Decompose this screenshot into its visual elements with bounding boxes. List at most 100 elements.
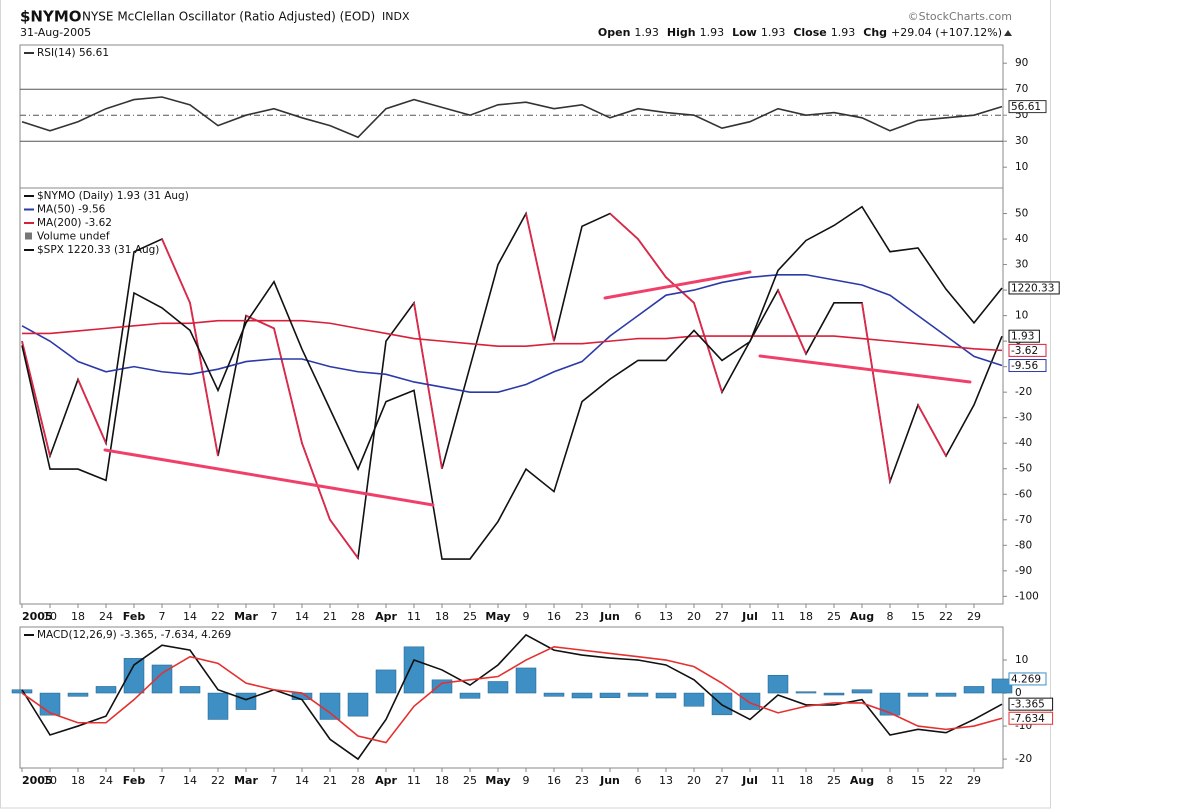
histogram-bar — [991, 678, 1013, 694]
card-border — [0, 0, 1051, 809]
histogram-bar — [599, 692, 621, 698]
x-tick-label: 7 — [159, 610, 166, 623]
series-line — [21, 96, 1003, 139]
y-tick-label: 10 — [1015, 654, 1028, 666]
histogram-bar — [655, 692, 677, 699]
x-tick-label: 10 — [43, 774, 57, 787]
description: NYSE McClellan Oscillator (Ratio Adjuste… — [82, 10, 375, 24]
x-tick-label: 27 — [715, 774, 729, 787]
legend-text: $SPX 1220.33 (31 Aug) — [37, 244, 159, 256]
value-tag: 56.61 — [1011, 101, 1041, 113]
quote-label: Close — [793, 26, 826, 39]
x-tick-label: 22 — [211, 610, 225, 623]
value-tag-box — [1008, 100, 1047, 114]
value-tag-box — [1008, 711, 1054, 725]
histogram-bar — [39, 692, 61, 716]
x-tick-label: 21 — [323, 774, 337, 787]
quote-label: Open — [598, 26, 631, 39]
down-segment — [77, 379, 107, 444]
x-tick-label: 22 — [939, 774, 953, 787]
histogram-bar — [739, 692, 761, 710]
y-tick-label: 50 — [1015, 208, 1028, 220]
x-tick-label: 25 — [827, 774, 841, 787]
x-tick-label: May — [485, 774, 510, 787]
quote-value: 1.93 — [761, 26, 786, 39]
value-tag: -3.62 — [1011, 345, 1038, 357]
histogram-bar — [627, 692, 649, 697]
legend-swatch — [25, 232, 32, 240]
x-tick-label: 13 — [659, 774, 673, 787]
histogram-bar — [319, 692, 341, 720]
x-tick-label: 20 — [687, 774, 701, 787]
quote-label: High — [667, 26, 696, 39]
x-tick-label: 21 — [323, 610, 337, 623]
histogram-bar — [95, 686, 117, 694]
x-tick-label: 14 — [295, 610, 309, 623]
y-tick-label: -90 — [1015, 565, 1032, 577]
x-tick-label: Jul — [741, 774, 758, 787]
panel-frame — [19, 187, 1004, 605]
quote-value: 1.93 — [634, 26, 659, 39]
legend-text: MA(50) -9.56 — [37, 204, 106, 216]
panel-frame — [19, 626, 1004, 769]
down-segment — [861, 302, 891, 482]
x-tick-label: 16 — [547, 610, 561, 623]
histogram-bar — [347, 692, 369, 717]
x-tick-label: 16 — [547, 774, 561, 787]
value-tag-box — [1008, 329, 1040, 343]
histogram-bar — [207, 692, 229, 720]
value-tag: 1.93 — [1011, 331, 1034, 343]
down-segment — [777, 289, 807, 355]
x-tick-label: 25 — [827, 610, 841, 623]
x-tick-label: 11 — [407, 610, 421, 623]
quote-value: 1.93 — [831, 26, 856, 39]
x-tick-label: 18 — [71, 774, 85, 787]
x-tick-label: 15 — [911, 610, 925, 623]
exchange: INDX — [382, 10, 410, 23]
legend-text: $NYMO (Daily) 1.93 (31 Aug) — [37, 190, 189, 202]
x-tick-label: 7 — [159, 774, 166, 787]
y-tick-label: -80 — [1015, 539, 1032, 551]
histogram-bar — [235, 692, 257, 710]
histogram-bar — [123, 658, 145, 694]
x-tick-label: 8 — [887, 610, 894, 623]
x-tick-label: 18 — [799, 774, 813, 787]
series-line — [22, 319, 1003, 352]
x-tick-label: Jul — [741, 610, 758, 623]
histogram-bar — [851, 689, 873, 694]
x-tick-label: 18 — [799, 610, 813, 623]
value-tag-box — [1008, 697, 1054, 711]
y-tick-label: -30 — [1015, 412, 1032, 424]
y-tick-label: -60 — [1015, 488, 1032, 500]
histogram-bar — [907, 692, 929, 697]
x-tick-label: 18 — [71, 610, 85, 623]
x-tick-label: 6 — [635, 610, 642, 623]
series-line — [21, 273, 1003, 393]
trend-line — [758, 354, 972, 384]
quote-value: +29.04 (+107.12%) — [891, 26, 1002, 39]
down-segment — [637, 238, 667, 278]
legend-text: MACD(12,26,9) -3.365, -7.634, 4.269 — [37, 629, 231, 641]
x-tick-label: 15 — [911, 774, 925, 787]
x-tick-label: 13 — [659, 610, 673, 623]
x-tick-label: Feb — [123, 774, 146, 787]
x-tick-label: Aug — [850, 774, 874, 787]
y-tick-label: -100 — [1015, 590, 1039, 602]
histogram-bar — [179, 686, 201, 694]
down-segment — [301, 442, 331, 521]
histogram-bar — [151, 664, 173, 694]
down-segment — [525, 213, 555, 342]
histogram-bar — [515, 667, 537, 694]
source: ©StockCharts.com — [908, 10, 1012, 23]
x-tick-label: Apr — [375, 774, 397, 787]
x-tick-label: Jun — [599, 774, 620, 787]
quote-label: Chg — [863, 26, 887, 39]
legend-text: MA(200) -3.62 — [37, 217, 112, 229]
histogram-bar — [879, 692, 901, 716]
quote-label: Low — [732, 26, 757, 39]
x-tick-label: 6 — [635, 774, 642, 787]
x-tick-label: 28 — [351, 774, 365, 787]
legend-text: RSI(14) 56.61 — [37, 47, 109, 59]
value-tag-box — [1008, 672, 1047, 686]
x-tick-label: 18 — [435, 610, 449, 623]
